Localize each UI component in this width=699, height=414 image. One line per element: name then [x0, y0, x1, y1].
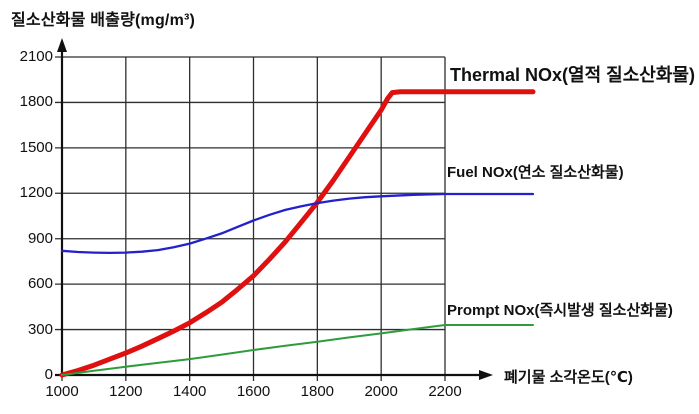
y-tick-label: 1800: [19, 93, 53, 111]
x-axis-arrow-icon: [479, 370, 493, 380]
thermal-nox-label: Thermal NOx(열적 질소산화물): [450, 65, 695, 85]
x-tick-label: 1200: [109, 383, 143, 400]
y-tick-label: 300: [27, 320, 53, 338]
x-tick-label: 1000: [45, 383, 79, 400]
thermal-nox-line: [59, 89, 536, 378]
prompt-nox-line: [61, 324, 534, 376]
x-axis-title: 폐기물 소각온도(℃): [504, 369, 633, 386]
x-tick-label: 1800: [300, 383, 335, 400]
y-tick-label: 1200: [19, 184, 53, 202]
x-tick-label: 1400: [172, 383, 207, 400]
fuel-nox-label: Fuel NOx(연소 질소산화물): [447, 164, 624, 181]
x-tick-label: 2000: [364, 383, 398, 400]
y-axis-arrow-icon: [57, 38, 67, 52]
x-tick-label: 2200: [428, 383, 462, 400]
series-lines: [59, 89, 536, 378]
axes: [55, 38, 493, 380]
y-tick-label: 1500: [19, 138, 53, 156]
y-tick-label: 900: [27, 229, 53, 247]
fuel-nox-line: [60, 192, 535, 255]
x-tick-label: 1600: [236, 383, 271, 400]
grid-lines: [55, 56, 446, 381]
y-tick-label: 600: [27, 275, 53, 293]
y-tick-label: 2100: [19, 48, 53, 65]
prompt-nox-label: Prompt NOx(즉시발생 질소산화물): [447, 302, 673, 319]
y-tick-label: 0: [44, 366, 53, 383]
y-axis-title: 질소산화물 배출량(mg/m³): [11, 12, 196, 29]
